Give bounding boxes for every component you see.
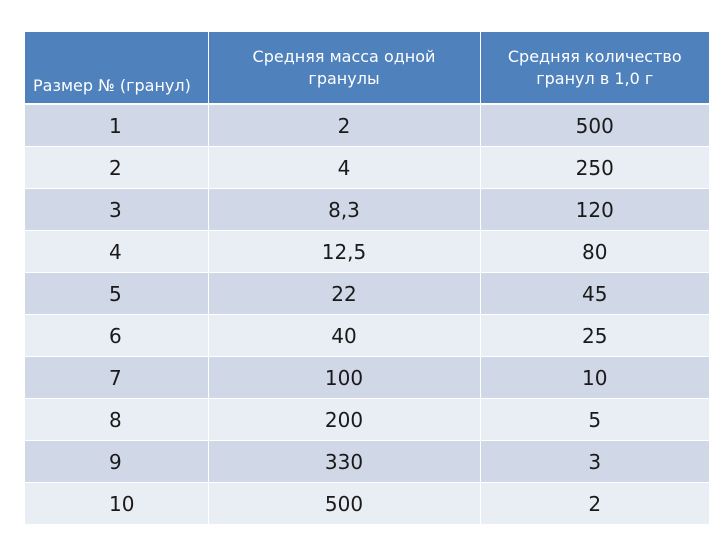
header-mass: Средняя масса одной гранулы xyxy=(208,32,481,105)
cell-count: 3 xyxy=(480,440,709,483)
cell-count: 80 xyxy=(480,230,709,273)
table-row: 6 40 25 xyxy=(25,314,709,357)
header-size: Размер № (гранул) xyxy=(25,32,209,105)
cell-mass: 22 xyxy=(208,272,481,315)
cell-size: 1 xyxy=(25,104,209,147)
cell-mass: 8,3 xyxy=(208,188,481,231)
cell-size: 4 xyxy=(25,230,209,273)
cell-count: 250 xyxy=(480,146,709,189)
cell-mass: 12,5 xyxy=(208,230,481,273)
cell-count: 120 xyxy=(480,188,709,231)
table-row: 7 100 10 xyxy=(25,356,709,399)
granule-table: Размер № (гранул) Средняя масса одной гр… xyxy=(25,32,709,525)
table-row: 9 330 3 xyxy=(25,440,709,483)
cell-size: 6 xyxy=(25,314,209,357)
cell-mass: 4 xyxy=(208,146,481,189)
table-row: 5 22 45 xyxy=(25,272,709,315)
header-mass-line1: Средняя масса одной xyxy=(252,46,436,66)
cell-count: 25 xyxy=(480,314,709,357)
table-row: 2 4 250 xyxy=(25,146,709,189)
cell-size: 8 xyxy=(25,398,209,441)
cell-size: 5 xyxy=(25,272,209,315)
header-mass-line2: гранулы xyxy=(308,68,380,88)
cell-mass: 200 xyxy=(208,398,481,441)
cell-mass: 500 xyxy=(208,482,481,525)
cell-mass: 330 xyxy=(208,440,481,483)
cell-count: 45 xyxy=(480,272,709,315)
table-row: 8 200 5 xyxy=(25,398,709,441)
cell-count: 2 xyxy=(480,482,709,525)
header-size-label: Размер № (гранул) xyxy=(33,76,191,95)
cell-size: 3 xyxy=(25,188,209,231)
cell-mass: 40 xyxy=(208,314,481,357)
cell-size: 2 xyxy=(25,146,209,189)
header-count-line1: Средняя количество xyxy=(507,46,682,66)
cell-mass: 2 xyxy=(208,104,481,147)
table-header: Размер № (гранул) Средняя масса одной гр… xyxy=(25,32,709,105)
cell-count: 10 xyxy=(480,356,709,399)
table-row: 3 8,3 120 xyxy=(25,188,709,231)
cell-size: 7 xyxy=(25,356,209,399)
header-count-line2: гранул в 1,0 г xyxy=(536,68,654,88)
cell-count: 5 xyxy=(480,398,709,441)
table-row: 4 12,5 80 xyxy=(25,230,709,273)
table-row: 1 2 500 xyxy=(25,104,709,147)
cell-size: 10 xyxy=(25,482,209,525)
cell-count: 500 xyxy=(480,104,709,147)
table-body: 1 2 500 2 4 250 3 8,3 120 4 12,5 80 5 22 xyxy=(25,104,709,525)
table-row: 10 500 2 xyxy=(25,482,709,525)
cell-size: 9 xyxy=(25,440,209,483)
cell-mass: 100 xyxy=(208,356,481,399)
header-row: Размер № (гранул) Средняя масса одной гр… xyxy=(25,32,709,105)
header-count: Средняя количество гранул в 1,0 г xyxy=(480,32,709,105)
